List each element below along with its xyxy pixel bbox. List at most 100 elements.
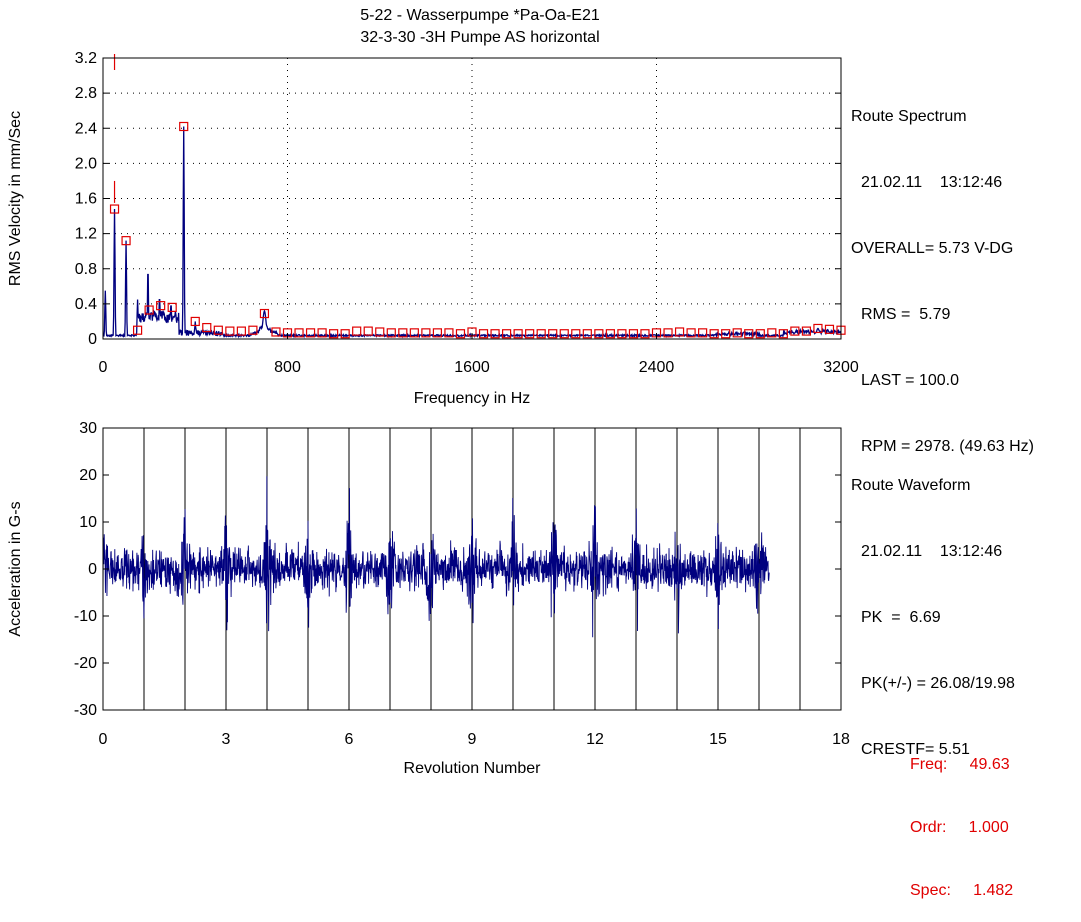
cursor-ordr: Ordr: 1.000 xyxy=(910,819,1009,836)
waveform-xtick-label-2: 6 xyxy=(345,731,354,748)
spectrum-marker-32 xyxy=(478,329,489,339)
spectrum-marker-55 xyxy=(744,329,754,339)
spectrum-marker-62 xyxy=(824,324,835,334)
spectrum-marker-54 xyxy=(732,328,742,338)
spectrum-info-last: LAST = 100.0 xyxy=(861,372,959,389)
waveform-xtick-label-4: 12 xyxy=(586,731,604,748)
spectrum-marker-37 xyxy=(536,329,546,339)
spectrum-ytick-label-0: 0 xyxy=(88,331,97,348)
waveform-xtick-label-1: 3 xyxy=(222,731,231,748)
spectrum-marker-8 xyxy=(202,322,212,333)
spectrum-marker-9 xyxy=(213,325,223,335)
waveform-ytick-label-6: 30 xyxy=(79,420,97,437)
spectrum-marker-35 xyxy=(513,329,523,339)
spectrum-marker-40 xyxy=(571,329,581,339)
waveform-xtick-label-6: 18 xyxy=(832,731,850,748)
waveform-xtick-label-3: 9 xyxy=(468,731,477,748)
spectrum-marker-34 xyxy=(501,329,512,339)
spectrum-marker-45 xyxy=(628,329,639,339)
spectrum-marker-41 xyxy=(582,329,592,339)
chart-title-line1: 5-22 - Wasserpumpe *Pa-Oa-E21 xyxy=(360,7,600,24)
spectrum-marker-1 xyxy=(121,236,131,246)
spectrum-marker-12 xyxy=(248,325,258,335)
spectrum-marker-10 xyxy=(225,326,235,336)
spectrum-marker-46 xyxy=(640,329,650,339)
spectrum-marker-49 xyxy=(674,327,685,337)
spectrum-ytick-label-4: 1.6 xyxy=(75,191,97,208)
spectrum-marker-19 xyxy=(329,329,339,339)
spectrum-plot: 0 0.4 0.8 1.2 1.6 2.0 2.4 2.8 3.2 0 800 1600 2400 320… xyxy=(7,50,859,407)
waveform-xtick-label-0: 0 xyxy=(99,731,108,748)
spectrum-marker-11 xyxy=(236,326,246,336)
spectrum-marker-21 xyxy=(352,326,362,336)
cursor-spec: Spec: 1.482 xyxy=(910,882,1014,899)
spectrum-marker-57 xyxy=(767,328,777,338)
spectrum-marker-30 xyxy=(455,329,466,339)
spectrum-xtick-label-1: 800 xyxy=(274,359,301,376)
cursor-freq: Freq: 49.63 xyxy=(910,756,1010,773)
spectrum-marker-42 xyxy=(594,329,604,339)
waveform-xtick-label-5: 15 xyxy=(709,731,727,748)
spectrum-marker-48 xyxy=(663,328,673,338)
spectrum-marker-25 xyxy=(398,328,408,338)
spectrum-marker-50 xyxy=(686,328,696,338)
waveform-xlabel: Revolution Number xyxy=(404,760,542,777)
spectrum-xtick-label-4: 3200 xyxy=(823,359,859,376)
spectrum-marker-0 xyxy=(109,204,120,214)
spectrum-marker-27 xyxy=(421,328,431,338)
waveform-info-pk: PK = 6.69 xyxy=(861,609,941,626)
spectrum-ytick-label-6: 2.4 xyxy=(75,120,97,137)
spectrum-info-panel: Route Spectrum 21.02.11 13:12:46 OVERALL… xyxy=(851,62,1034,480)
spectrum-marker-4 xyxy=(156,301,166,311)
spectrum-marker-53 xyxy=(721,329,731,339)
spectrum-marker-43 xyxy=(605,329,615,339)
waveform-ytick-label-3: 0 xyxy=(88,561,97,578)
waveform-info-title: Route Waveform xyxy=(851,477,971,494)
spectrum-marker-51 xyxy=(698,328,708,338)
waveform-ytick-label-2: -10 xyxy=(74,608,97,625)
spectrum-marker-18 xyxy=(317,328,327,338)
chart-title-line2: 32-3-30 -3H Pumpe AS horizontal xyxy=(360,29,600,46)
waveform-info-panel: Route Waveform 21.02.11 13:12:46 PK = 6.… xyxy=(851,431,1015,783)
vibration-charts: 00.40.81.21.62.02.42.83.20 800 1600 2400 320… xyxy=(7,50,859,777)
spectrum-xtick-label-2: 1600 xyxy=(454,359,490,376)
spectrum-ytick-label-1: 0.4 xyxy=(75,296,97,313)
spectrum-ytick-label-5: 2.0 xyxy=(75,155,97,172)
spectrum-info-title: Route Spectrum xyxy=(851,108,967,125)
waveform-info-crest: CRESTF= 5.51 xyxy=(861,741,970,758)
spectrum-ytick-label-3: 1.2 xyxy=(75,226,97,243)
spectrum-marker-52 xyxy=(709,329,719,339)
spectrum-xtick-label-0: 0 xyxy=(99,359,108,376)
spectrum-marker-38 xyxy=(548,329,558,339)
waveform-ytick-label-5: 20 xyxy=(79,467,97,484)
spectrum-marker-6 xyxy=(179,121,189,132)
waveform-ytick-label-4: 10 xyxy=(79,514,97,531)
spectrum-info-overall: OVERALL= 5.73 V-DG xyxy=(851,240,1014,257)
spectrum-marker-33 xyxy=(490,329,500,339)
spectrum-marker-20 xyxy=(340,329,350,339)
spectrum-xtick-label-3: 2400 xyxy=(639,359,675,376)
spectrum-marker-61 xyxy=(813,323,823,334)
spectrum-marker-13 xyxy=(259,308,270,319)
waveform-info-datetime: 21.02.11 13:12:46 xyxy=(861,543,1003,560)
waveform-info-pkpm: PK(+/-) = 26.08/19.98 xyxy=(861,675,1015,692)
spectrum-marker-23 xyxy=(375,327,385,337)
waveform-ytick-label-0: -30 xyxy=(74,702,97,719)
spectrum-marker-22 xyxy=(363,326,373,336)
spectrum-marker-17 xyxy=(305,328,316,338)
waveform-ylabel: Acceleration in G-s xyxy=(7,501,24,636)
spectrum-marker-39 xyxy=(559,329,569,339)
spectrum-marker-29 xyxy=(444,328,454,338)
spectrum-marker-2 xyxy=(132,325,143,335)
spectrum-marker-14 xyxy=(271,327,281,337)
spectrum-marker-28 xyxy=(432,328,443,338)
waveform-plot: -30 -20 -10 0 10 20 30 0 3 6 9 12 15 18 Revolution Num… xyxy=(7,420,850,777)
spectrum-ytick-label-8: 3.2 xyxy=(75,50,97,67)
spectrum-marker-7 xyxy=(190,316,200,327)
spectrum-marker-36 xyxy=(525,329,535,339)
spectrum-ytick-label-7: 2.8 xyxy=(75,85,97,102)
spectrum-marker-59 xyxy=(790,326,800,336)
spectrum-marker-5 xyxy=(167,302,177,312)
spectrum-xlabel: Frequency in Hz xyxy=(414,390,531,407)
spectrum-marker-44 xyxy=(617,329,627,339)
